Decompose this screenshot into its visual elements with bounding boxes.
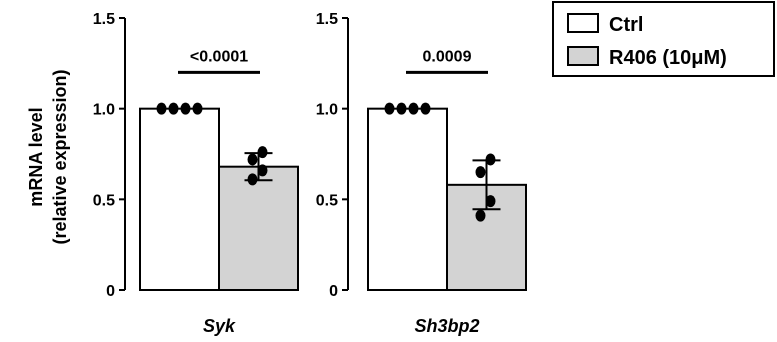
p-value-label: 0.0009 <box>423 48 472 65</box>
y-tick-label: 0 <box>329 283 338 300</box>
data-point <box>180 102 191 115</box>
panel-1: 0 0.5 1.0 1.5 0.0009 Sh3bp2 <box>316 11 527 336</box>
panel-0: 0 0.5 1.0 1.5 <0.0001 Syk <box>93 11 299 336</box>
y-tick-label: 0 <box>106 283 115 300</box>
category-label: Syk <box>203 316 236 336</box>
y-tick-label: 0.5 <box>93 192 115 209</box>
legend-label-0: Ctrl <box>609 14 643 36</box>
bar-r406 <box>218 165 299 291</box>
p-value-label: <0.0001 <box>190 48 248 65</box>
y-tick-label: 1.0 <box>316 102 338 119</box>
legend-swatch-0 <box>567 13 599 33</box>
bar-ctrl <box>139 107 220 291</box>
y-tick-label: 0.5 <box>316 192 338 209</box>
data-point <box>475 209 486 222</box>
data-point <box>257 146 268 159</box>
legend: Ctrl R406 (10μM) <box>552 1 775 77</box>
data-point <box>156 102 167 115</box>
data-point <box>247 153 258 166</box>
y-axis-label-line-2: (relative expression) <box>50 69 70 244</box>
data-point <box>408 102 419 115</box>
data-point <box>192 102 203 115</box>
y-axis-label-line-1: mRNA level <box>26 107 46 206</box>
data-point <box>396 102 407 115</box>
y-tick-label: 1.5 <box>93 11 115 28</box>
category-label: Sh3bp2 <box>414 316 479 336</box>
data-point <box>485 153 496 166</box>
data-point <box>247 173 258 186</box>
legend-label-1: R406 (10μM) <box>609 47 727 69</box>
data-point <box>168 102 179 115</box>
data-point <box>257 164 268 177</box>
data-point <box>420 102 431 115</box>
data-point <box>485 195 496 208</box>
data-point <box>475 166 486 179</box>
chart-panels: 0 0.5 1.0 1.5 <0.0001 Syk 0 0.5 1.0 1.5 0.0009 Sh3b… <box>93 11 527 336</box>
y-tick-label: 1.5 <box>316 11 338 28</box>
y-tick-label: 1.0 <box>93 102 115 119</box>
legend-swatch-1 <box>567 46 599 66</box>
data-point <box>384 102 395 115</box>
bar-r406 <box>446 183 527 291</box>
bar-ctrl <box>367 107 448 291</box>
